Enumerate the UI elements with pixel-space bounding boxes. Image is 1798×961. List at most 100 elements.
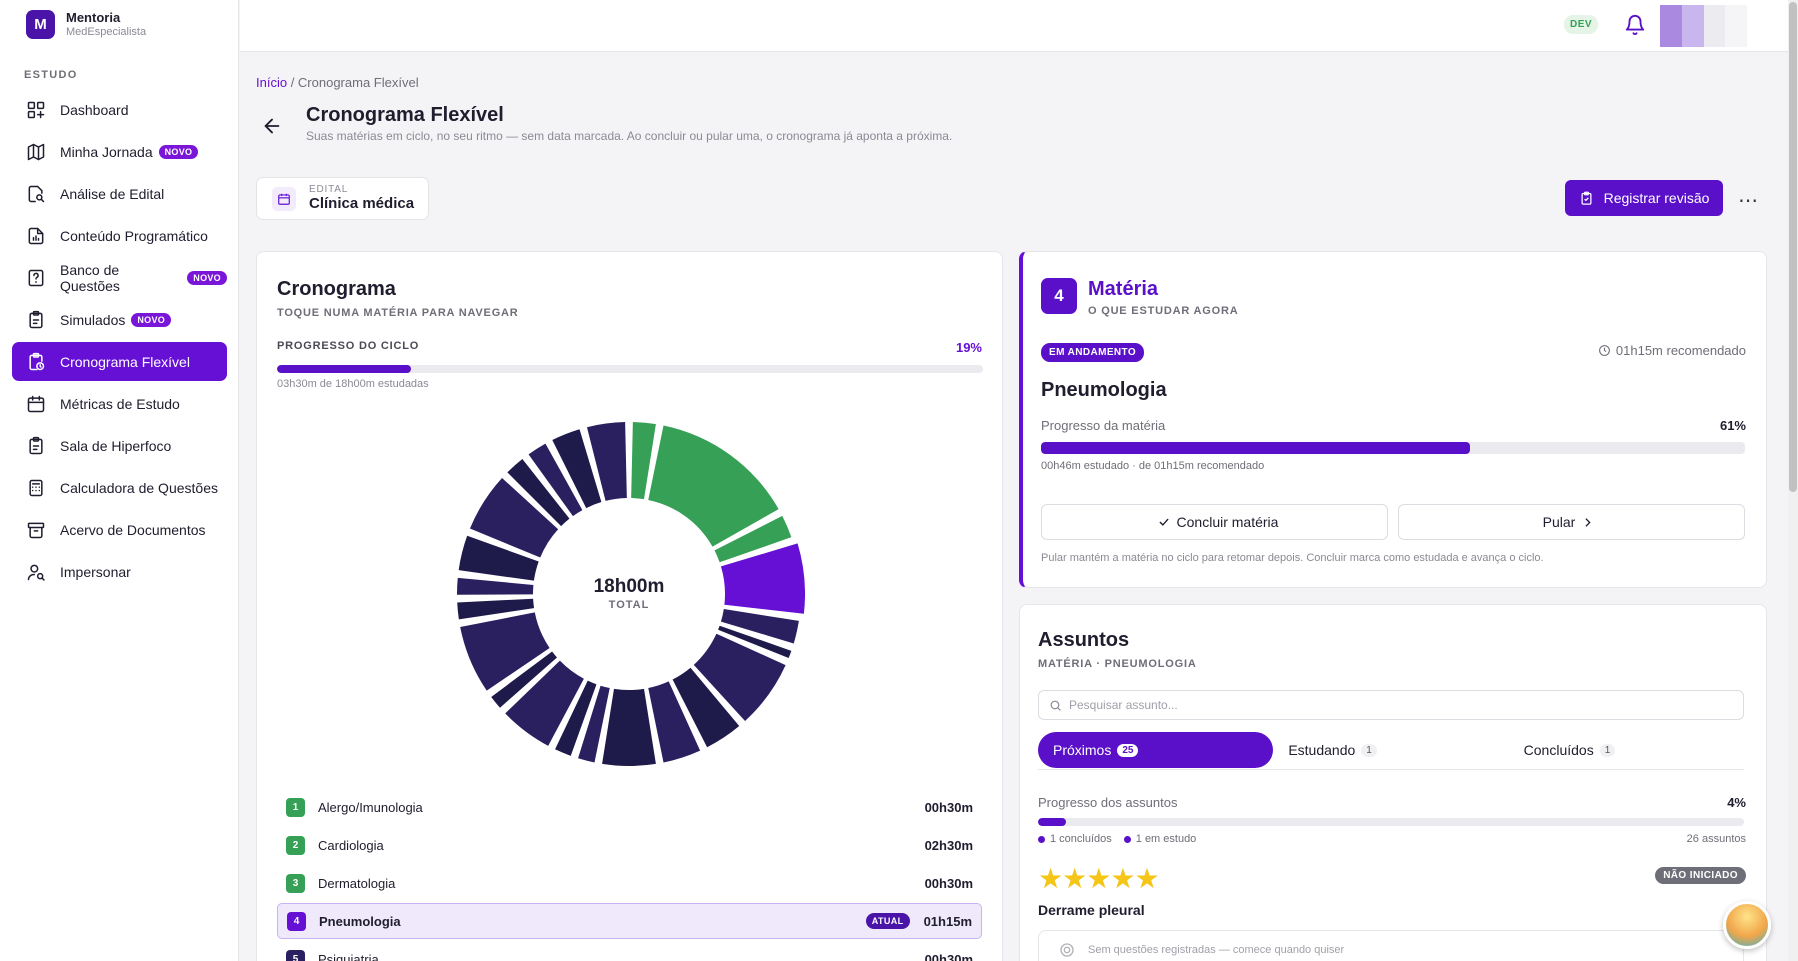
subject-name: Pneumologia (319, 913, 401, 929)
donut-slice[interactable] (672, 667, 740, 748)
subject-row[interactable]: 2 Cardiologia 02h30m (277, 827, 982, 863)
map-icon (27, 143, 45, 160)
sidebar-item-conteudo-programatico[interactable]: Conteúdo Programático (12, 216, 227, 255)
status-badge: EM ANDAMENTO (1041, 343, 1145, 362)
skip-subject-button[interactable]: Pular (1398, 504, 1745, 540)
conclude-subject-button[interactable]: Concluir matéria (1041, 504, 1388, 540)
tab-estudando-count: 1 (1361, 743, 1377, 757)
tab-concluidos[interactable]: Concluídos 1 (1509, 732, 1744, 768)
star-icon[interactable]: ★ (1038, 863, 1064, 894)
donut-slice[interactable] (602, 688, 656, 766)
user-avatar[interactable] (1660, 5, 1747, 47)
topics-progress-value: 4% (1727, 795, 1746, 810)
donut-slice[interactable] (555, 680, 597, 756)
donut-slice[interactable] (505, 660, 584, 746)
check-icon (1158, 518, 1169, 526)
more-options-icon[interactable]: ⋯ (1738, 190, 1759, 212)
app-name: Mentoria (66, 9, 121, 25)
topic-status-badge: NÃO INICIADO (1655, 867, 1746, 884)
star-icon[interactable]: ★ (1086, 863, 1112, 894)
document-chart-icon (28, 227, 44, 244)
question-icon (28, 269, 44, 286)
subject-row[interactable]: 3 Dermatologia 00h30m (277, 865, 982, 901)
user-search-icon (27, 564, 45, 581)
edital-selector[interactable]: EDITAL Clínica médica (256, 177, 429, 220)
topics-progress-fill (1038, 818, 1067, 826)
subject-row[interactable]: 1 Alergo/Imunologia 00h30m (277, 789, 982, 825)
donut-slice[interactable] (457, 577, 534, 595)
topics-progress-label: Progresso dos assuntos (1038, 795, 1178, 810)
sidebar-item-analise-de-edital[interactable]: Análise de Edital (12, 174, 227, 213)
donut-slice[interactable] (457, 598, 535, 620)
tab-estudando-label: Estudando (1288, 742, 1356, 758)
donut-slice[interactable] (720, 543, 805, 614)
legend-studying: 1 em estudo (1135, 833, 1197, 845)
donut-slice[interactable] (693, 633, 786, 721)
page-scrollbar[interactable] (1788, 0, 1798, 961)
sidebar-item-label: Calculadora de Questões (60, 479, 218, 496)
topic-search-input[interactable] (1069, 698, 1669, 712)
sidebar-item-banco-de-questoes[interactable]: Banco de Questões NOVO (12, 258, 227, 297)
topic-search[interactable] (1038, 690, 1744, 720)
donut-slice[interactable] (469, 477, 559, 558)
donut-slice[interactable] (491, 651, 557, 708)
topic-rating[interactable]: ★ ★ ★ ★ ★ (1038, 863, 1160, 894)
calendar-icon (272, 186, 296, 211)
subject-time: 00h30m (924, 951, 973, 961)
sidebar-item-dashboard[interactable]: Dashboard (12, 90, 227, 129)
sidebar-item-minha-jornada[interactable]: Minha Jornada NOVO (12, 132, 227, 171)
donut-slice[interactable] (528, 443, 583, 517)
cronograma-title: Cronograma (277, 278, 396, 300)
tab-concluidos-label: Concluídos (1523, 742, 1594, 758)
page-title: Cronograma Flexível (306, 104, 504, 126)
donut-slice[interactable] (460, 612, 550, 691)
app-logo[interactable]: M Mentoria MedEspecialista (26, 10, 146, 39)
sidebar-item-metricas-de-estudo[interactable]: Métricas de Estudo (12, 384, 227, 423)
sidebar-item-simulados[interactable]: Simulados NOVO (12, 300, 227, 339)
sidebar-item-sala-de-hiperfoco[interactable]: Sala de Hiperfoco (12, 426, 227, 465)
donut-slice[interactable] (714, 515, 792, 563)
sidebar-item-calculadora-de-questoes[interactable]: Calculadora de Questões (12, 468, 227, 507)
donut-slice[interactable] (578, 685, 610, 763)
sidebar-item-label: Métricas de Estudo (60, 395, 180, 412)
cycle-progress-label: PROGRESSO DO CICLO (277, 340, 420, 352)
star-icon[interactable]: ★ (1134, 863, 1160, 894)
subject-row[interactable]: 4 Pneumologia ATUAL 01h15m (277, 903, 982, 939)
sidebar-item-impersonar[interactable]: Impersonar (12, 552, 227, 591)
breadcrumb: Início / Cronograma Flexível (256, 75, 419, 90)
donut-slice[interactable] (648, 425, 779, 547)
assistant-fab[interactable] (1723, 901, 1771, 949)
cronograma-card: Cronograma TOQUE NUMA MATÉRIA PARA NAVEG… (256, 251, 1003, 961)
clipboard-icon (29, 436, 43, 454)
star-icon[interactable]: ★ (1110, 863, 1136, 894)
materia-subtitle: O QUE ESTUDAR AGORA (1088, 305, 1239, 317)
breadcrumb-home-link[interactable]: Início (256, 75, 288, 90)
donut-slice[interactable] (648, 681, 701, 763)
donut-total-value: 18h00m (594, 576, 665, 597)
sidebar-item-acervo-de-documentos[interactable]: Acervo de Documentos (12, 510, 227, 549)
back-arrow-icon[interactable] (261, 115, 283, 140)
star-icon[interactable]: ★ (1062, 863, 1088, 894)
register-review-button[interactable]: Registrar revisão (1565, 180, 1723, 216)
donut-slice[interactable] (507, 459, 570, 527)
tab-estudando[interactable]: Estudando 1 (1273, 732, 1508, 768)
donut-slice[interactable] (552, 429, 602, 509)
sidebar-nav: Dashboard Minha Jornada NOVO Análise de Edi… (12, 90, 227, 594)
donut-total-label: TOTAL (609, 599, 650, 611)
cycle-donut-chart[interactable]: 18h00m TOTAL (453, 418, 805, 770)
subject-name: Psiquiatria (318, 951, 379, 961)
tab-concluidos-count: 1 (1599, 743, 1616, 757)
notifications-bell-icon[interactable] (1624, 14, 1646, 39)
scrollbar-thumb[interactable] (1789, 2, 1797, 492)
tab-proximos[interactable]: Próximos 25 (1038, 732, 1274, 768)
cycle-progress-note: 03h30m de 18h00m estudadas (277, 378, 429, 390)
donut-slice[interactable] (586, 422, 627, 501)
donut-slice[interactable] (458, 535, 539, 581)
new-badge: NOVO (158, 144, 199, 159)
donut-slice[interactable] (720, 609, 799, 644)
donut-slice[interactable] (718, 625, 792, 659)
sidebar-item-cronograma-flexivel[interactable]: Cronograma Flexível (12, 342, 227, 381)
donut-slice[interactable] (631, 422, 656, 500)
topbar: DEV (240, 0, 1788, 52)
subject-row[interactable]: 5 Psiquiatria 00h30m (277, 941, 982, 961)
